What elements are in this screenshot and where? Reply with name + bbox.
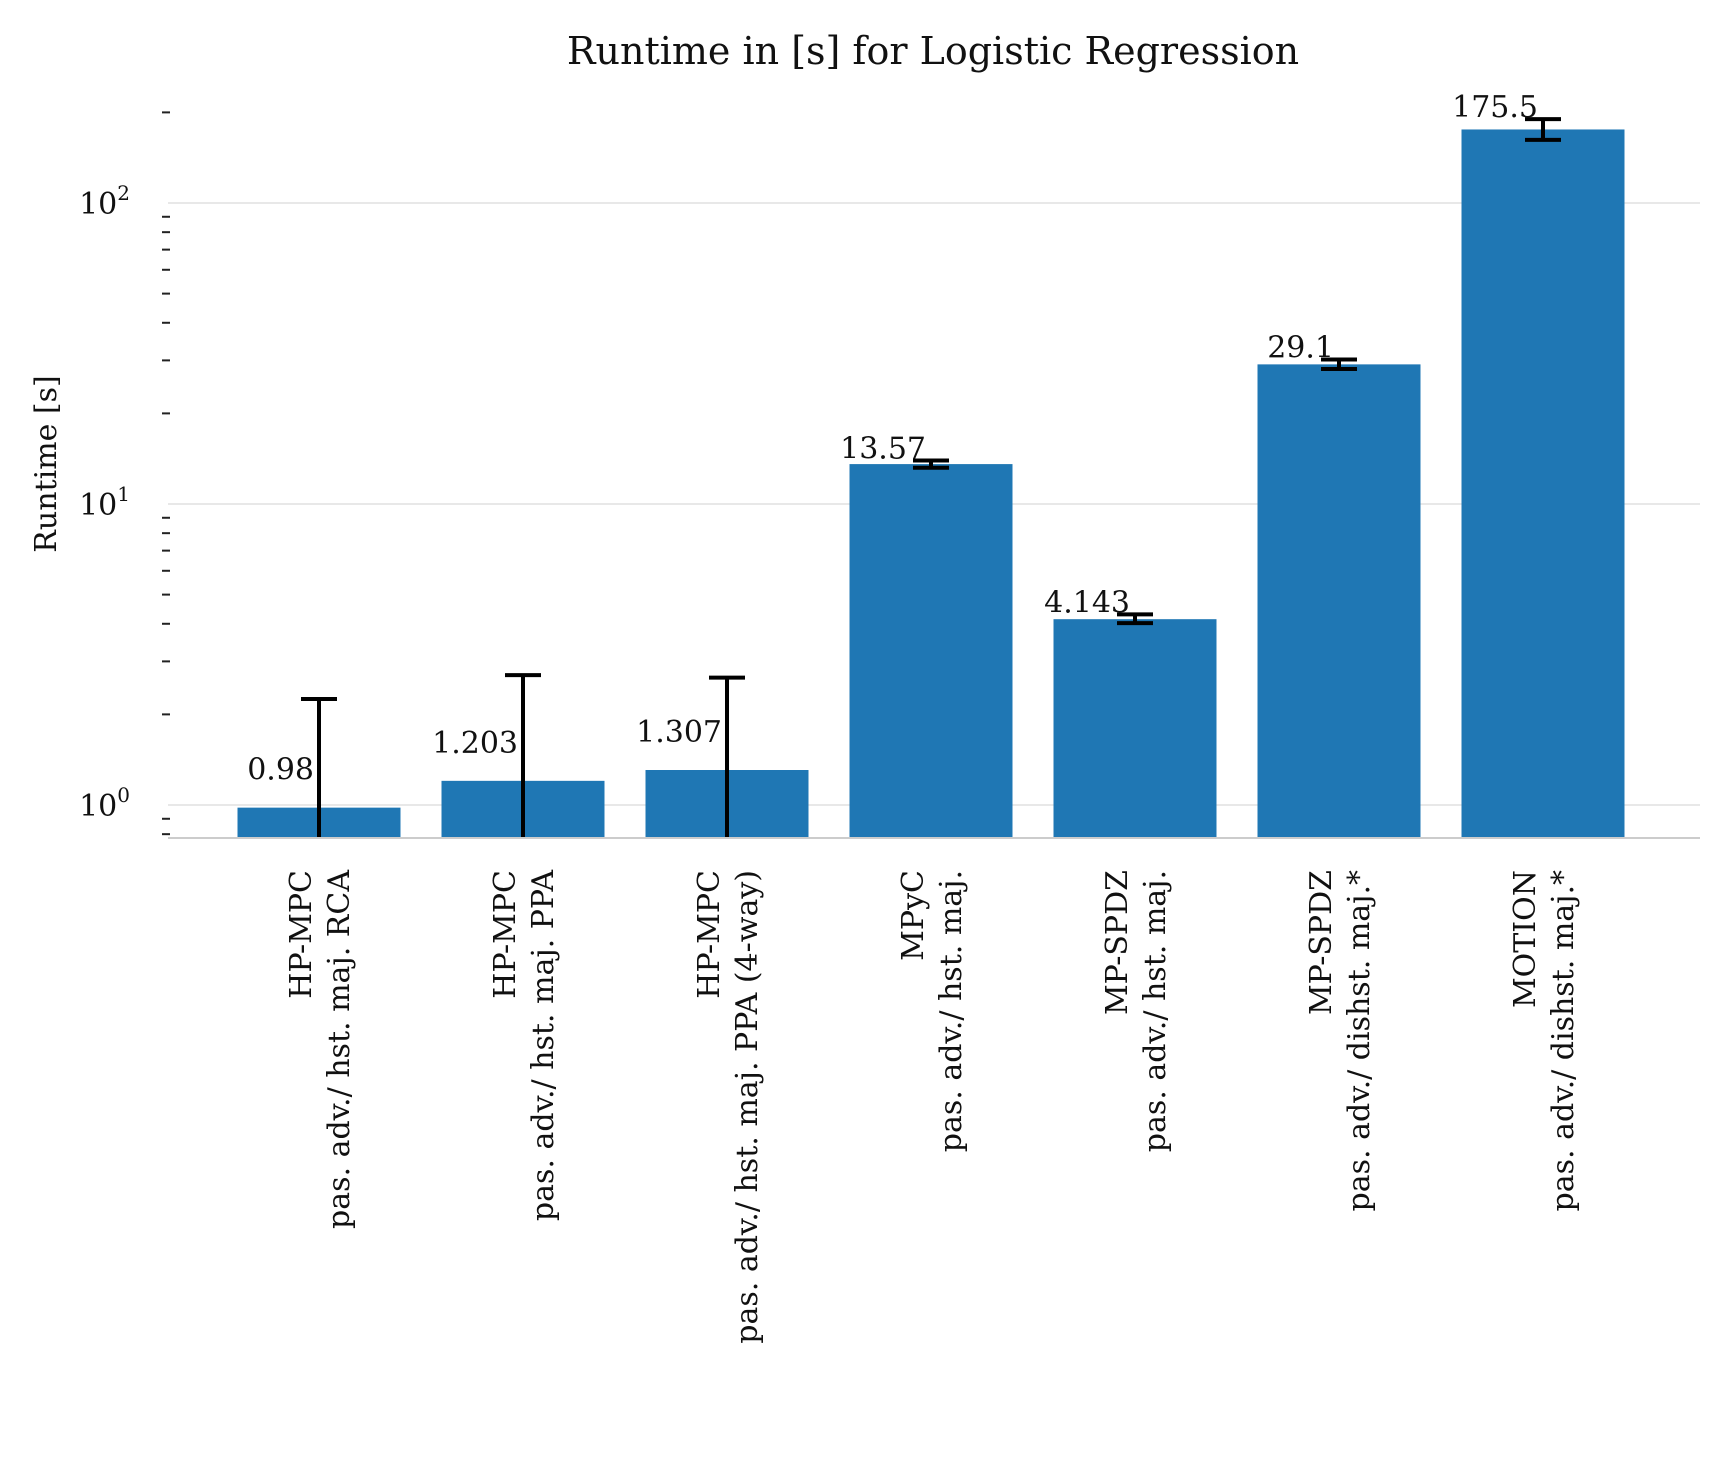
bar: [1257, 364, 1421, 838]
bar: [1053, 619, 1217, 838]
svg-text:pas. adv./ hst. maj.: pas. adv./ hst. maj.: [1138, 870, 1173, 1152]
data-label: 175.5: [1452, 90, 1538, 125]
data-label: 0.98: [247, 753, 314, 788]
error-bar: [1117, 612, 1153, 626]
y-tick-label: 102: [79, 181, 130, 222]
svg-text:HP-MPC: HP-MPC: [284, 870, 319, 999]
svg-text:pas. adv./ hst. maj. PPA (4-wa: pas. adv./ hst. maj. PPA (4-way): [730, 870, 765, 1344]
svg-text:pas. adv./ hst. maj.: pas. adv./ hst. maj.: [934, 870, 969, 1152]
svg-text:HP-MPC: HP-MPC: [692, 870, 727, 999]
bar: [1461, 129, 1625, 838]
data-label: 29.1: [1267, 331, 1334, 366]
y-axis-label: Runtime [s]: [29, 375, 64, 552]
error-bar: [505, 673, 541, 838]
y-tick-label: 101: [79, 482, 130, 523]
svg-text:pas. adv./ hst. maj. RCA: pas. adv./ hst. maj. RCA: [322, 870, 357, 1229]
x-tick-label: MPyC pas. adv./ hst. maj.: [896, 870, 969, 1152]
data-label: 1.203: [432, 726, 518, 761]
bar: [849, 464, 1013, 838]
svg-text:HP-MPC: HP-MPC: [488, 870, 523, 999]
svg-text:MPyC: MPyC: [896, 870, 931, 961]
error-bar: [1321, 357, 1357, 371]
error-bar: [709, 675, 745, 838]
data-label: 1.307: [636, 715, 722, 750]
svg-text:MP-SPDZ: MP-SPDZ: [1304, 870, 1339, 1015]
data-label: 13.57: [840, 431, 926, 466]
y-tick-label: 100: [79, 783, 130, 824]
data-labels: 0.98 1.203 1.307 13.57 4.143 29.1 175.5: [247, 90, 1538, 788]
error-bars: [301, 117, 1561, 838]
svg-text:MP-SPDZ: MP-SPDZ: [1100, 870, 1135, 1015]
x-tick-labels: HP-MPC pas. adv./ hst. maj. RCA HP-MPC pas.…: [284, 870, 1581, 1344]
x-tick-label: HP-MPC pas. adv./ hst. maj. RCA: [284, 870, 357, 1229]
x-tick-label: HP-MPC pas. adv./ hst. maj. PPA: [488, 870, 561, 1221]
svg-text:pas. adv./ hst. maj. PPA: pas. adv./ hst. maj. PPA: [526, 870, 561, 1221]
error-bar: [1525, 117, 1561, 142]
svg-text:pas. adv./ dishst. maj.*: pas. adv./ dishst. maj.*: [1546, 870, 1581, 1211]
x-tick-label: MOTION pas. adv./ dishst. maj.*: [1508, 870, 1581, 1211]
x-tick-label: HP-MPC pas. adv./ hst. maj. PPA (4-way): [692, 870, 765, 1344]
chart-title: Runtime in [s] for Logistic Regression: [567, 29, 1299, 73]
svg-text:MOTION: MOTION: [1508, 870, 1543, 1008]
y-tick-labels: 100 101 102: [79, 181, 130, 824]
y-minor-ticks: [162, 111, 170, 836]
bars: [237, 129, 1625, 838]
x-tick-label: MP-SPDZ pas. adv./ dishst. maj.*: [1304, 870, 1377, 1211]
error-bar: [913, 458, 949, 470]
x-tick-label: MP-SPDZ pas. adv./ hst. maj.: [1100, 870, 1173, 1152]
svg-text:pas. adv./ dishst. maj.*: pas. adv./ dishst. maj.*: [1342, 870, 1377, 1211]
error-bar: [301, 696, 337, 838]
data-label: 4.143: [1044, 585, 1130, 620]
